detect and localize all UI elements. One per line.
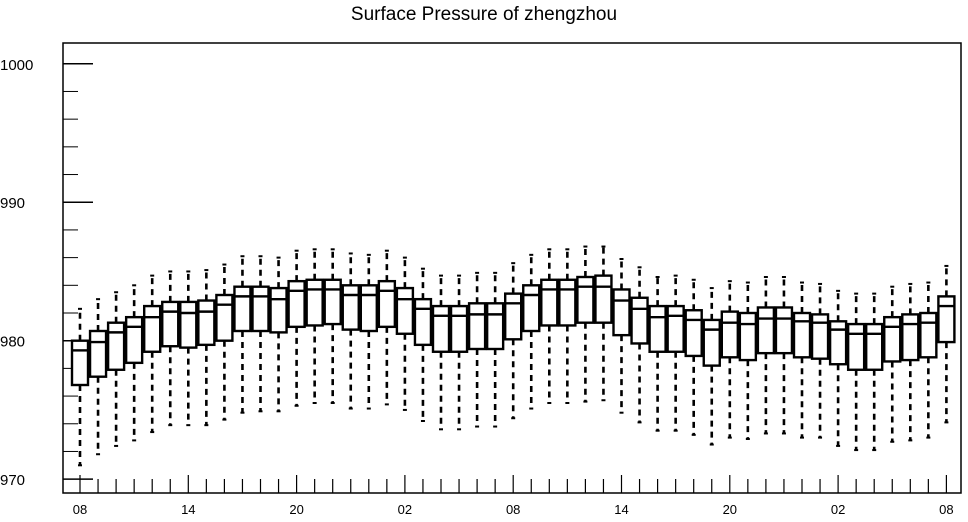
box-body bbox=[161, 300, 180, 348]
box-body bbox=[106, 321, 126, 371]
box-body bbox=[919, 311, 938, 359]
box-body bbox=[431, 304, 451, 353]
y-tick-label: 990 bbox=[0, 195, 25, 212]
box-body bbox=[413, 297, 433, 347]
axis-ticks bbox=[63, 63, 948, 493]
box-body bbox=[865, 322, 884, 371]
box-body bbox=[540, 278, 559, 327]
x-tick-label: 08 bbox=[939, 502, 953, 517]
box-body bbox=[305, 278, 324, 327]
box-body bbox=[666, 304, 685, 353]
box-body bbox=[648, 304, 667, 353]
box-body bbox=[359, 284, 378, 333]
chart-title: Surface Pressure of zhengzhou bbox=[350, 4, 618, 25]
x-tick-label: 14 bbox=[181, 502, 195, 517]
box-body bbox=[467, 302, 487, 351]
box-body bbox=[395, 286, 415, 335]
box-body bbox=[702, 318, 721, 367]
x-tick-label: 02 bbox=[831, 502, 845, 517]
box-body bbox=[522, 284, 541, 333]
box-body bbox=[612, 288, 631, 337]
box-body bbox=[810, 313, 830, 360]
y-tick-label: 980 bbox=[0, 334, 25, 351]
plot-frame bbox=[62, 42, 962, 494]
box-body bbox=[558, 278, 577, 327]
box-body bbox=[179, 300, 198, 349]
box-body bbox=[738, 311, 758, 362]
box-body bbox=[684, 309, 703, 358]
box-body bbox=[792, 311, 812, 359]
box-body bbox=[88, 329, 108, 378]
box-body bbox=[215, 293, 234, 342]
box-body bbox=[901, 313, 920, 362]
x-tick-label: 02 bbox=[398, 502, 412, 517]
box-body bbox=[630, 296, 649, 345]
x-tick-label: 08 bbox=[506, 502, 520, 517]
box-body bbox=[774, 306, 794, 355]
box-body bbox=[504, 292, 523, 341]
tick-labels: 970 980 990 1000 08 14 20 02 08 14 20 02 08 bbox=[0, 57, 954, 517]
box-body bbox=[756, 306, 776, 355]
box-body bbox=[269, 286, 288, 334]
box-body bbox=[828, 320, 848, 366]
x-tick-label: 20 bbox=[289, 502, 303, 517]
x-tick-label: 14 bbox=[614, 502, 628, 517]
box-body bbox=[251, 285, 270, 333]
box-body bbox=[233, 285, 252, 333]
x-tick-label: 20 bbox=[723, 502, 737, 517]
box-body bbox=[485, 302, 505, 351]
box-body bbox=[341, 284, 360, 331]
box-body bbox=[449, 304, 469, 353]
box-body bbox=[594, 274, 613, 324]
y-tick-label: 1000 bbox=[0, 57, 33, 74]
box-series bbox=[70, 245, 956, 467]
x-tick-label: 08 bbox=[73, 502, 87, 517]
box-body bbox=[377, 279, 397, 329]
box-body bbox=[937, 295, 956, 344]
y-tick-label: 970 bbox=[0, 472, 25, 489]
box-body bbox=[576, 275, 595, 324]
box-body bbox=[197, 299, 216, 347]
box-body bbox=[323, 278, 342, 326]
box-body bbox=[846, 322, 866, 371]
box-body bbox=[883, 315, 902, 363]
box-body bbox=[70, 339, 90, 387]
box-body bbox=[287, 279, 306, 329]
box-body bbox=[124, 315, 144, 365]
box-body bbox=[142, 304, 162, 353]
box-body bbox=[720, 310, 739, 359]
